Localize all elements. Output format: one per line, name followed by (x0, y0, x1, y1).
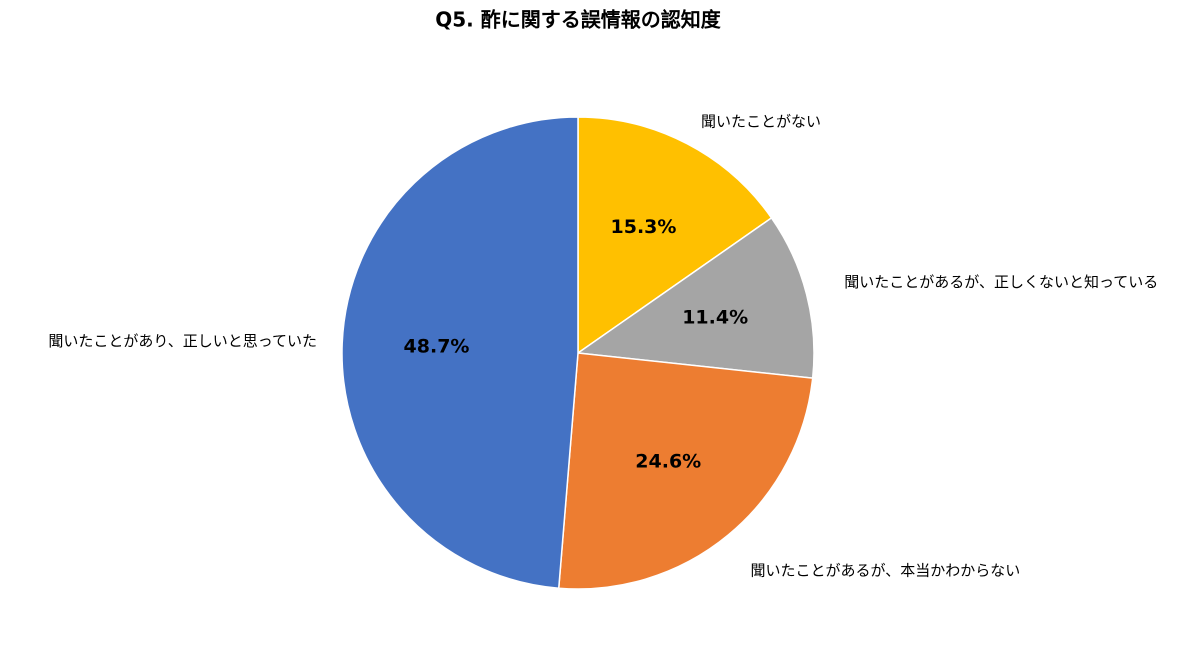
category-label: 聞いたことがない (701, 112, 821, 130)
value-label: 48.7% (404, 336, 470, 358)
chart-title: Q5. 酢に関する誤情報の認知度 (435, 8, 721, 32)
pie-slice (577, 116, 773, 355)
pie-slice (575, 216, 815, 379)
value-label: 15.3% (611, 216, 677, 238)
category-label: 聞いたことがあるが、正しくないと知っている (844, 273, 1158, 291)
value-label: 11.4% (682, 306, 748, 328)
value-label: 24.6% (635, 451, 701, 473)
category-label: 聞いたことがあるが、本当かわからない (751, 562, 1021, 580)
category-label: 聞いたことがあり、正しいと思っていた (48, 332, 317, 350)
pie-slice (557, 352, 814, 590)
pie-slice (341, 116, 579, 590)
